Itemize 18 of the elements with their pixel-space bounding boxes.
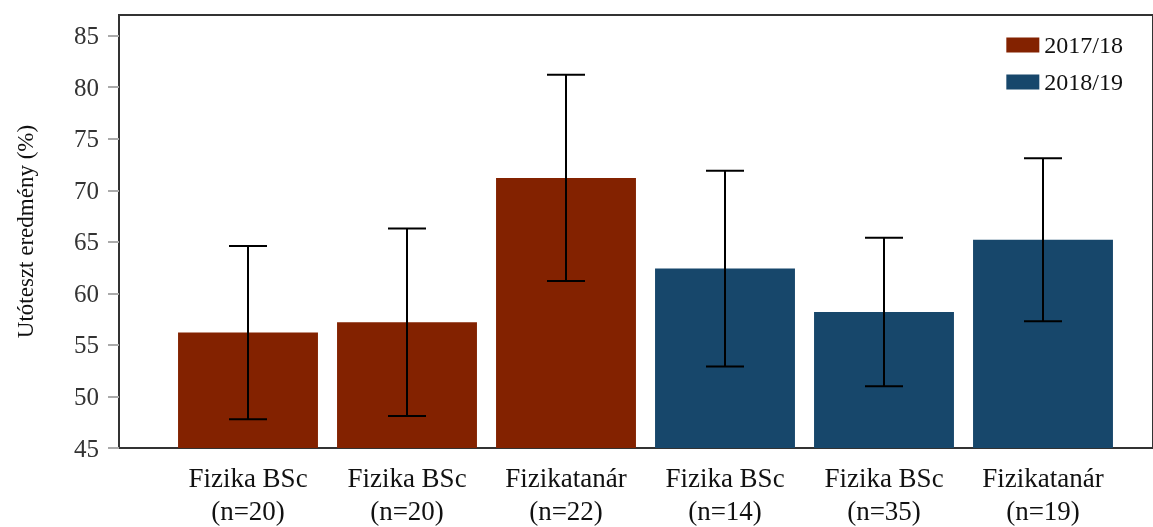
y-tick-label: 60	[74, 279, 99, 307]
y-tick-label: 65	[74, 228, 99, 256]
y-tick-label: 70	[74, 176, 99, 204]
legend-label: 2018/19	[1044, 69, 1123, 95]
x-tick-label: Fizika BSc (n=35)	[824, 462, 944, 526]
x-tick-label: Fizika BSc (n=20)	[188, 462, 308, 526]
y-tick-label: 85	[74, 22, 99, 50]
y-tick-label: 80	[74, 73, 99, 101]
y-tick-label: 50	[74, 382, 99, 410]
x-tick-label: Fizika BSc (n=14)	[665, 462, 785, 526]
y-tick-label: 45	[74, 434, 99, 462]
x-tick-label: Fizika BSc (n=20)	[347, 462, 467, 526]
y-tick-label: 55	[74, 331, 99, 359]
y-axis-title: Utóteszt eredmény (%)	[13, 124, 38, 339]
x-tick-label: Fizikatanár (n=22)	[505, 462, 627, 526]
y-tick-label: 75	[74, 125, 99, 153]
legend-label: 2017/18	[1044, 32, 1123, 58]
x-tick-label: Fizikatanár (n=19)	[982, 462, 1104, 526]
